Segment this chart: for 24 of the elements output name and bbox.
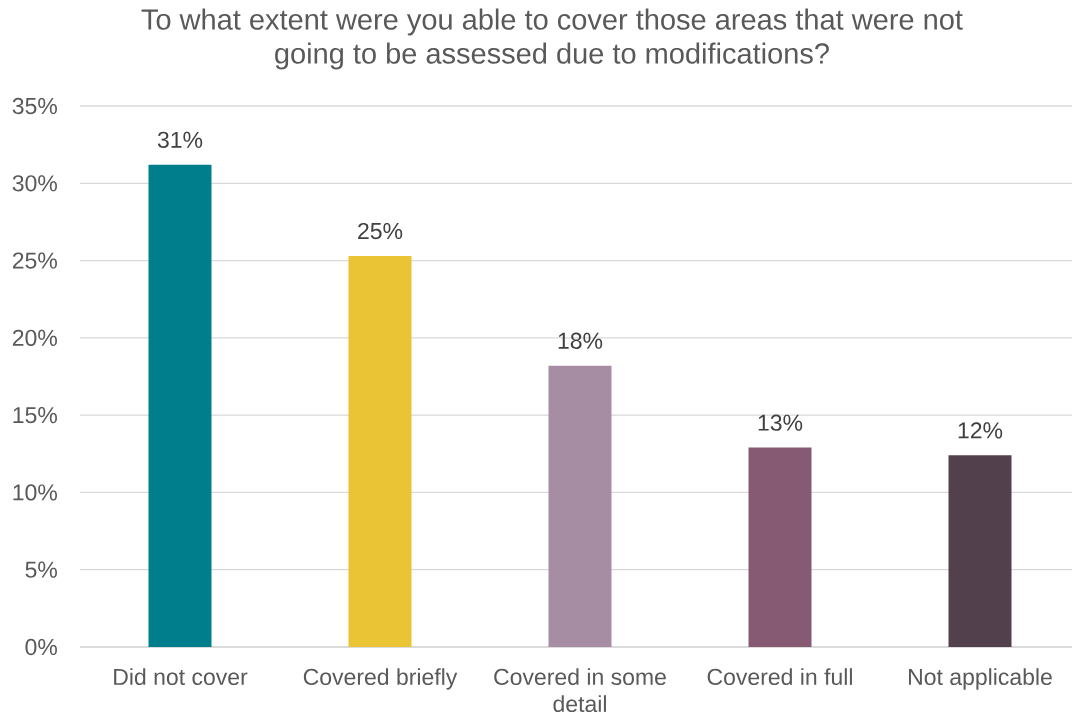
y-tick-label: 15% bbox=[13, 407, 57, 424]
y-tick-label: 0% bbox=[25, 638, 57, 656]
chart-title: To what extent were you able to cover those areas that were not going to be assessed due to modifications? bbox=[141, 8, 963, 70]
y-tick-label: 10% bbox=[13, 484, 57, 501]
y-tick-label: 25% bbox=[12, 252, 57, 269]
data-label: 12% bbox=[958, 422, 1003, 439]
y-tick-label: 20% bbox=[12, 329, 57, 346]
bar bbox=[948, 455, 1012, 647]
x-tick-label: Covered in some detail bbox=[494, 668, 666, 713]
data-label: 13% bbox=[758, 414, 803, 431]
x-tick-label: Not applicable bbox=[909, 668, 1052, 690]
bar bbox=[148, 164, 212, 647]
bar bbox=[748, 447, 812, 647]
bar bbox=[348, 255, 412, 647]
x-tick-label: Covered briefly bbox=[303, 668, 458, 690]
y-tick-label: 5% bbox=[25, 561, 57, 578]
y-tick-label: 35% bbox=[12, 97, 57, 115]
data-label: 31% bbox=[157, 131, 203, 148]
x-tick-label: Did not cover bbox=[114, 668, 248, 686]
y-tick-label: 30% bbox=[12, 175, 57, 192]
bar bbox=[548, 365, 612, 647]
x-tick-label: Covered in full bbox=[707, 668, 852, 686]
data-label: 25% bbox=[358, 222, 403, 240]
data-label: 18% bbox=[558, 332, 603, 349]
